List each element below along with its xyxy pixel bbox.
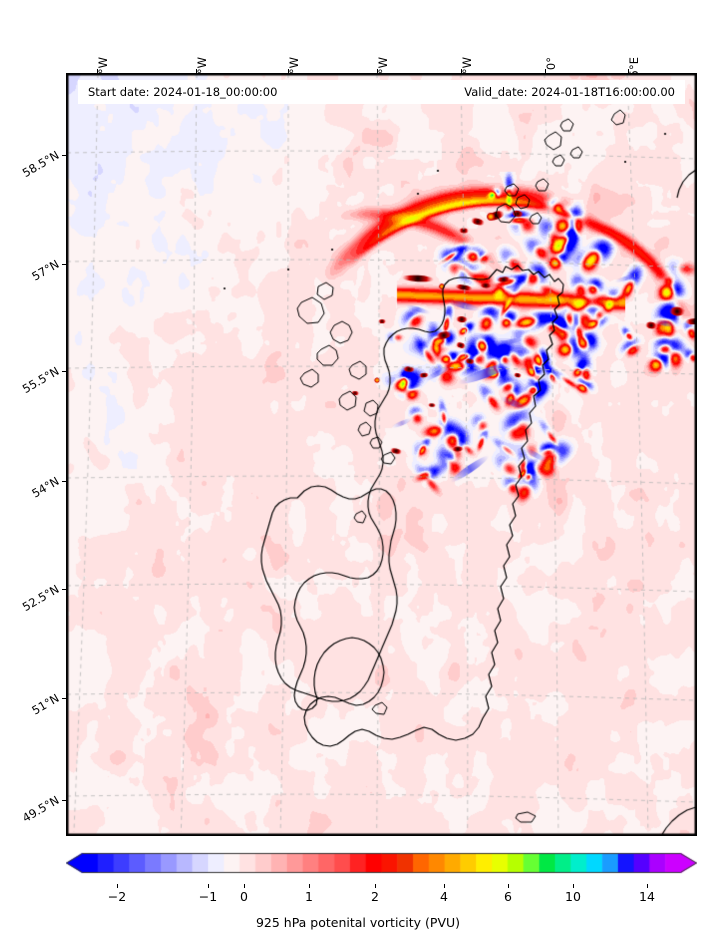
colorbar-gradient xyxy=(66,851,697,885)
colorbar xyxy=(66,851,697,885)
start-date-label: Start date: 2024-01-18_00:00:00 xyxy=(88,85,278,99)
colorbar-tick-label: 1 xyxy=(305,889,313,904)
colorbar-tick-label: 14 xyxy=(639,889,655,904)
longitude-tick xyxy=(628,69,629,73)
colorbar-tick-label: 6 xyxy=(504,889,512,904)
latitude-tick-label: 51°N xyxy=(29,690,62,718)
colorbar-tick xyxy=(117,884,118,888)
latitude-tick xyxy=(62,155,66,156)
colorbar-tick-label: 4 xyxy=(440,889,448,904)
colorbar-tick xyxy=(508,884,509,888)
latitude-tick-label: 55.5°N xyxy=(19,363,62,397)
colorbar-tick xyxy=(244,884,245,888)
latitude-tick-label: 54°N xyxy=(29,473,62,501)
valid-date-label: Valid_date: 2024-01-18T16:00:00.00 xyxy=(464,85,675,99)
date-info-banner: Start date: 2024-01-18_00:00:00 Valid_da… xyxy=(78,80,685,104)
latitude-tick-label: 58.5°N xyxy=(19,147,62,181)
longitude-tick xyxy=(377,69,378,73)
colorbar-caption: 925 hPa potenital vorticity (PVU) xyxy=(255,915,461,930)
colorbar-tick xyxy=(208,884,209,888)
latitude-tick xyxy=(62,481,66,482)
latitude-tick-label: 57°N xyxy=(29,256,62,284)
colorbar-tick-label: −1 xyxy=(198,889,218,904)
longitude-tick xyxy=(288,69,289,73)
latitude-tick-label: 52.5°N xyxy=(19,581,62,615)
longitude-tick xyxy=(545,69,546,73)
colorbar-tick xyxy=(444,884,445,888)
latitude-tick-label: 49.5°N xyxy=(19,792,62,826)
colorbar-tick xyxy=(573,884,574,888)
latitude-tick xyxy=(62,589,66,590)
colorbar-tick xyxy=(309,884,310,888)
latitude-tick xyxy=(62,371,66,372)
colorbar-tick-label: 10 xyxy=(565,889,581,904)
longitude-tick xyxy=(97,69,98,73)
longitude-tick xyxy=(196,69,197,73)
colorbar-tick xyxy=(647,884,648,888)
latitude-tick xyxy=(62,800,66,801)
latitude-tick xyxy=(62,698,66,699)
latitude-tick xyxy=(62,264,66,265)
colorbar-tick xyxy=(375,884,376,888)
longitude-tick xyxy=(461,69,462,73)
colorbar-tick-label: 0 xyxy=(240,889,248,904)
colorbar-tick-label: 2 xyxy=(371,889,379,904)
colorbar-tick-label: −2 xyxy=(107,889,127,904)
map-plot-area[interactable] xyxy=(66,73,697,836)
potential-vorticity-heatmap xyxy=(67,74,696,835)
